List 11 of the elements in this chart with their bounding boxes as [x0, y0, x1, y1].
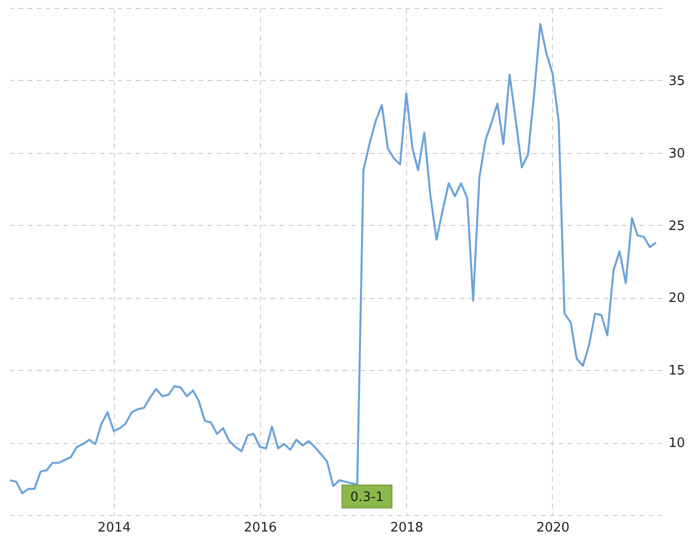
x-tick-label: 2014	[98, 520, 131, 536]
y-tick-label: 35	[668, 74, 686, 89]
x-tick-label: 2016	[244, 520, 277, 536]
y-tick-label: 20	[668, 291, 686, 306]
y-tick-label: 15	[668, 364, 686, 379]
x-tick-label: 2020	[536, 520, 570, 536]
y-tick-label: 30	[668, 146, 686, 162]
x-tick-label: 2018	[390, 520, 424, 536]
y-tick-label: 10	[668, 436, 686, 452]
annotation: 0.3-1	[350, 490, 384, 505]
y-tick-label: 25	[668, 218, 686, 234]
